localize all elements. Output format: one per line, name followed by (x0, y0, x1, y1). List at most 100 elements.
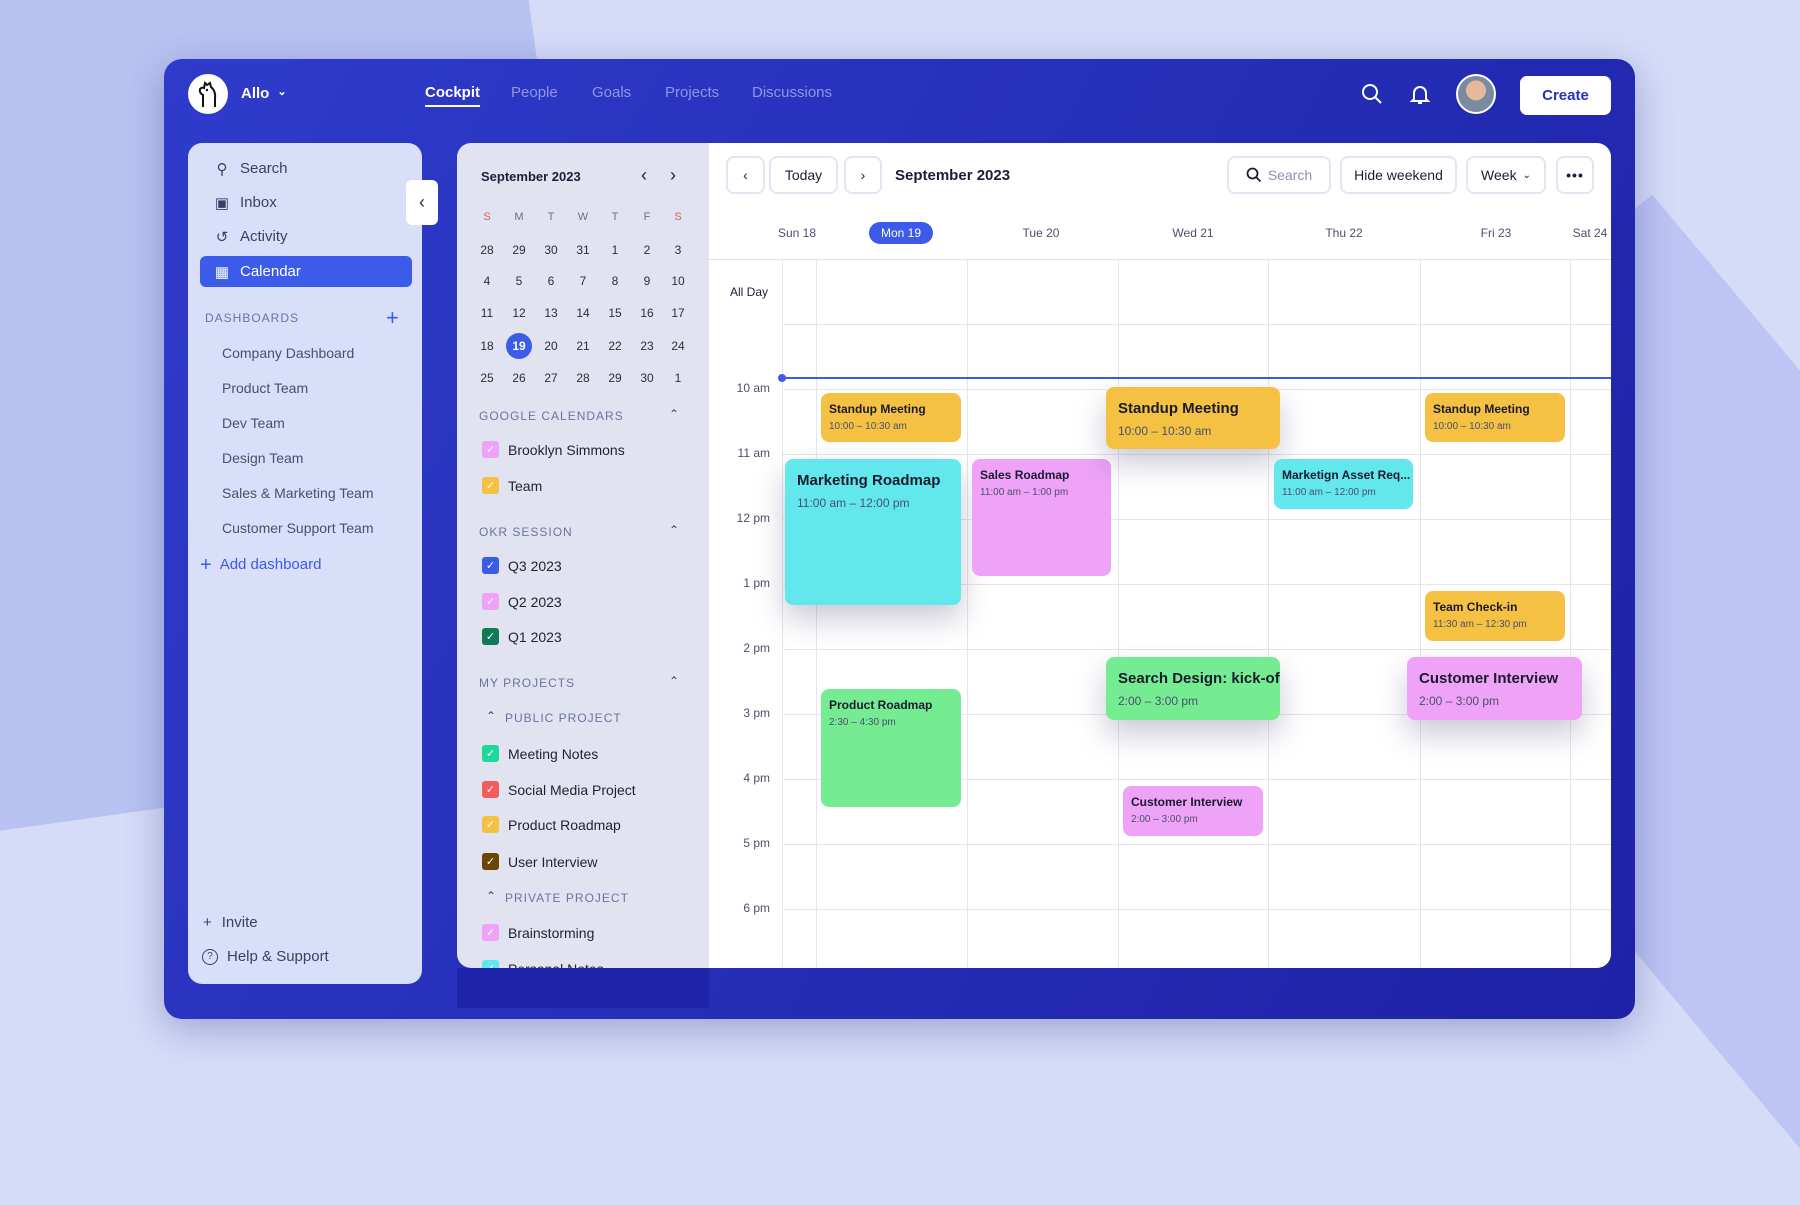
view-select[interactable]: Week ⌄ (1466, 156, 1546, 194)
mini-calendar-day[interactable]: 18 (480, 339, 494, 353)
today-button[interactable]: Today (769, 156, 838, 194)
mini-calendar-day[interactable]: 16 (640, 306, 654, 320)
mini-calendar-day[interactable]: 12 (512, 306, 526, 320)
mini-calendar-day[interactable]: 7 (579, 274, 587, 288)
day-header[interactable]: Sun 18 (777, 226, 817, 240)
mini-calendar-day[interactable]: 9 (643, 274, 651, 288)
workspace-switcher[interactable]: Allo ⌄ (241, 85, 287, 102)
calendar-toggle[interactable]: ✓ Brooklyn Simmons (482, 441, 625, 458)
calendar-event[interactable]: Customer Interview 2:00 – 3:00 pm (1407, 657, 1582, 720)
calendar-toggle[interactable]: ✓ Social Media Project (482, 781, 636, 798)
mini-calendar-day[interactable]: 2 (643, 243, 651, 257)
logo[interactable] (188, 74, 228, 114)
day-header[interactable]: Fri 23 (1480, 226, 1512, 240)
calendar-toggle[interactable]: ✓ Product Roadmap (482, 816, 621, 833)
mini-calendar-day[interactable]: 17 (671, 306, 685, 320)
calendar-event[interactable]: Team Check-in 11:30 am – 12:30 pm (1425, 591, 1565, 641)
mini-calendar-day[interactable]: 28 (576, 371, 590, 385)
calendar-toggle[interactable]: ✓ Brainstorming (482, 924, 594, 941)
calendar-toggle[interactable]: ✓ Q3 2023 (482, 557, 562, 574)
calendar-toggle[interactable]: ✓ Q2 2023 (482, 593, 562, 610)
prev-week-button[interactable]: ‹ (726, 156, 765, 194)
calendar-event[interactable]: Customer Interview 2:00 – 3:00 pm (1123, 786, 1263, 836)
dashboard-link[interactable]: Dev Team (222, 415, 285, 431)
calendar-event[interactable]: Standup Meeting 10:00 – 10:30 am (1106, 387, 1280, 449)
day-header[interactable]: Mon 19 (868, 222, 934, 244)
nav-discussions[interactable]: Discussions (752, 84, 833, 101)
mini-calendar-day[interactable]: 3 (674, 243, 682, 257)
mini-calendar-day[interactable]: 25 (480, 371, 494, 385)
nav-people[interactable]: People (511, 84, 558, 101)
calendar-event[interactable]: Marketign Asset Req... 11:00 am – 12:00 p… (1274, 459, 1413, 509)
next-week-button[interactable]: › (844, 156, 882, 194)
mini-calendar-day[interactable]: 19 (506, 333, 532, 359)
mini-calendar-day[interactable]: 24 (671, 339, 685, 353)
invite-button[interactable]: + Invite (203, 914, 258, 931)
collapse-caret-icon[interactable]: ⌃ (486, 889, 497, 903)
create-button[interactable]: Create (1520, 76, 1611, 115)
calendar-toggle[interactable]: ✓ User Interview (482, 853, 597, 870)
mini-calendar-day[interactable]: 26 (512, 371, 526, 385)
collapse-caret-icon[interactable]: ⌃ (669, 523, 680, 537)
nav-cockpit[interactable]: Cockpit (425, 84, 481, 107)
mini-next-month-button[interactable]: › (670, 165, 676, 185)
more-options-button[interactable]: ••• (1556, 156, 1594, 194)
bell-icon[interactable] (1409, 83, 1431, 110)
dashboard-link[interactable]: Sales & Marketing Team (222, 485, 374, 501)
calendar-event[interactable]: Search Design: kick-off 2:00 – 3:00 pm (1106, 657, 1280, 720)
mini-calendar-day[interactable]: 20 (544, 339, 558, 353)
calendar-toggle[interactable]: ✓ Team (482, 477, 542, 494)
mini-calendar-day[interactable]: 11 (480, 306, 494, 320)
dashboard-link[interactable]: Product Team (222, 380, 309, 396)
calendar-event[interactable]: Marketing Roadmap 11:00 am – 12:00 pm (785, 459, 961, 605)
mini-calendar-day[interactable]: 5 (515, 274, 523, 288)
calendar-event[interactable]: Product Roadmap 2:30 – 4:30 pm (821, 689, 961, 807)
day-header[interactable]: Wed 21 (1172, 226, 1214, 240)
mini-calendar-day[interactable]: 15 (608, 306, 622, 320)
nav-projects[interactable]: Projects (665, 84, 720, 101)
calendar-event[interactable]: Standup Meeting 10:00 – 10:30 am (821, 393, 961, 442)
mini-calendar-day[interactable]: 27 (544, 371, 558, 385)
dashboard-link[interactable]: Company Dashboard (222, 345, 355, 361)
sidebar-item-activity[interactable]: ↺ Activity (200, 221, 412, 252)
calendar-event[interactable]: Standup Meeting 10:00 – 10:30 am (1425, 393, 1565, 442)
mini-calendar-day[interactable]: 6 (547, 274, 555, 288)
mini-calendar-day[interactable]: 13 (544, 306, 558, 320)
collapse-sidebar-button[interactable]: ‹ (406, 180, 438, 225)
mini-calendar-day[interactable]: 22 (608, 339, 622, 353)
search-icon[interactable] (1361, 83, 1383, 110)
help-support-button[interactable]: ? Help & Support (202, 948, 329, 965)
calendar-toggle[interactable]: ✓ Meeting Notes (482, 745, 598, 762)
mini-calendar-day[interactable]: 1 (674, 371, 682, 385)
day-header[interactable]: Sat 24 (1572, 226, 1608, 240)
collapse-caret-icon[interactable]: ⌃ (486, 709, 497, 723)
mini-calendar-day[interactable]: 23 (640, 339, 654, 353)
user-avatar[interactable] (1456, 74, 1496, 114)
day-header[interactable]: Tue 20 (1022, 226, 1060, 240)
sidebar-item-search[interactable]: ⚲ Search (200, 153, 412, 184)
day-header[interactable]: Thu 22 (1325, 226, 1363, 240)
mini-calendar-day[interactable]: 30 (544, 243, 558, 257)
calendar-toggle[interactable]: ✓ Q1 2023 (482, 628, 562, 645)
dashboard-link[interactable]: Customer Support Team (222, 520, 374, 536)
mini-calendar-day[interactable]: 31 (576, 243, 590, 257)
mini-calendar-day[interactable]: 29 (608, 371, 622, 385)
mini-calendar-day[interactable]: 4 (483, 274, 491, 288)
mini-calendar-day[interactable]: 8 (611, 274, 619, 288)
collapse-caret-icon[interactable]: ⌃ (669, 674, 680, 688)
sidebar-item-inbox[interactable]: ▣ Inbox (200, 187, 412, 218)
mini-calendar-day[interactable]: 21 (576, 339, 590, 353)
sidebar-item-calendar[interactable]: ▦ Calendar (200, 256, 412, 287)
collapse-caret-icon[interactable]: ⌃ (669, 407, 680, 421)
add-dashboard-button[interactable]: + Add dashboard (200, 555, 321, 575)
calendar-search-input[interactable]: Search (1227, 156, 1331, 194)
mini-prev-month-button[interactable]: ‹ (641, 165, 647, 185)
nav-goals[interactable]: Goals (592, 84, 632, 101)
mini-calendar-day[interactable]: 30 (640, 371, 654, 385)
dashboard-link[interactable]: Design Team (222, 450, 304, 466)
add-dashboard-plus-icon[interactable]: + (386, 305, 399, 330)
mini-calendar-day[interactable]: 1 (611, 243, 619, 257)
calendar-event[interactable]: Sales Roadmap 11:00 am – 1:00 pm (972, 459, 1111, 576)
mini-calendar-day[interactable]: 28 (480, 243, 494, 257)
mini-calendar-day[interactable]: 29 (512, 243, 526, 257)
